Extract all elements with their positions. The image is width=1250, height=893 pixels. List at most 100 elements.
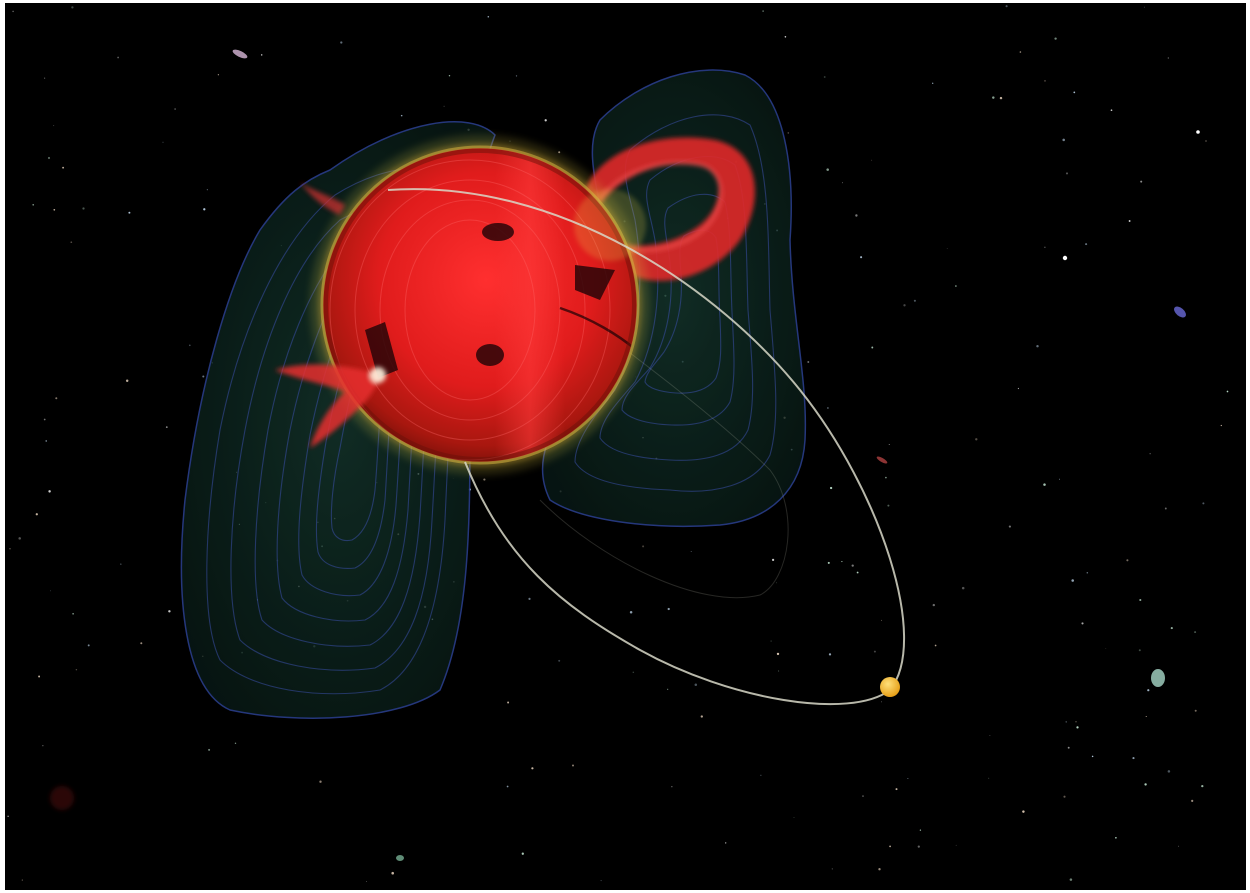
background-star bbox=[72, 613, 74, 615]
background-star bbox=[1065, 172, 1069, 175]
background-star bbox=[1086, 572, 1089, 574]
background-star bbox=[887, 504, 890, 507]
background-star bbox=[1008, 525, 1011, 528]
background-star bbox=[53, 125, 55, 127]
background-star bbox=[1226, 390, 1229, 393]
background-star bbox=[831, 868, 833, 870]
orbit-path bbox=[387, 188, 905, 706]
background-star bbox=[45, 440, 47, 442]
background-star bbox=[1170, 627, 1173, 630]
background-star bbox=[558, 659, 561, 662]
background-star bbox=[776, 652, 780, 656]
background-star bbox=[827, 561, 830, 564]
background-star bbox=[544, 119, 547, 122]
background-star bbox=[632, 671, 635, 674]
background-star bbox=[43, 418, 46, 421]
background-star bbox=[975, 438, 978, 441]
background-star bbox=[1128, 220, 1131, 222]
background-star bbox=[889, 845, 891, 848]
background-star bbox=[234, 742, 237, 744]
background-star bbox=[667, 688, 669, 690]
background-star bbox=[946, 247, 948, 249]
background-star bbox=[55, 397, 58, 400]
background-star bbox=[1147, 689, 1150, 692]
background-star bbox=[934, 644, 937, 647]
background-star bbox=[903, 304, 906, 307]
planet bbox=[880, 677, 900, 697]
background-star bbox=[18, 537, 21, 540]
background-star bbox=[174, 108, 176, 110]
background-star bbox=[189, 344, 191, 347]
background-star bbox=[871, 159, 873, 161]
background-star bbox=[917, 845, 920, 848]
background-star bbox=[827, 407, 829, 409]
background-star bbox=[117, 56, 119, 59]
background-star bbox=[1194, 631, 1197, 634]
background-star bbox=[829, 486, 833, 490]
background-star bbox=[1059, 478, 1060, 480]
background-star bbox=[1132, 757, 1135, 760]
background-star bbox=[1069, 878, 1073, 881]
prominence-loop-right bbox=[585, 137, 755, 281]
background-star bbox=[1044, 246, 1046, 248]
background-star bbox=[75, 668, 78, 671]
background-star bbox=[35, 513, 38, 516]
background-star bbox=[21, 879, 23, 881]
background-star bbox=[1140, 180, 1143, 183]
background-star bbox=[162, 141, 164, 143]
background-star bbox=[989, 734, 991, 736]
background-star bbox=[856, 571, 859, 574]
background-star bbox=[1022, 810, 1025, 813]
background-star bbox=[1138, 649, 1141, 652]
background-star bbox=[873, 650, 876, 653]
background-star bbox=[629, 611, 633, 614]
stellar-flare-left bbox=[275, 364, 386, 448]
background-star bbox=[1054, 37, 1057, 40]
background-star bbox=[1144, 783, 1147, 786]
background-star bbox=[217, 74, 220, 76]
background-star bbox=[1110, 109, 1113, 112]
background-star bbox=[881, 701, 882, 703]
background-star bbox=[391, 871, 394, 875]
background-star bbox=[913, 299, 916, 302]
prominence-top-left bbox=[300, 182, 345, 215]
background-star bbox=[885, 476, 887, 479]
background-star bbox=[165, 426, 168, 428]
background-star bbox=[1143, 6, 1145, 8]
background-star bbox=[507, 701, 510, 704]
background-star bbox=[483, 478, 486, 481]
background-star bbox=[842, 182, 843, 184]
background-star bbox=[784, 36, 787, 38]
background-star bbox=[992, 96, 995, 99]
background-star bbox=[208, 748, 211, 751]
background-star bbox=[694, 683, 698, 687]
background-star bbox=[168, 610, 171, 613]
background-star bbox=[319, 780, 322, 783]
background-star bbox=[932, 82, 934, 84]
background-star bbox=[793, 817, 795, 818]
background-star bbox=[1044, 80, 1046, 82]
background-star bbox=[642, 545, 645, 548]
background-star bbox=[71, 6, 74, 9]
background-star bbox=[1081, 622, 1084, 625]
background-star bbox=[851, 564, 854, 567]
background-star bbox=[44, 77, 46, 79]
background-star bbox=[12, 10, 14, 13]
background-star bbox=[1067, 746, 1070, 749]
background-star bbox=[919, 829, 922, 831]
background-star bbox=[1062, 138, 1065, 142]
background-star bbox=[70, 241, 73, 244]
background-star bbox=[1091, 755, 1094, 758]
background-star bbox=[778, 670, 780, 672]
background-star bbox=[1194, 709, 1197, 712]
background-star bbox=[1071, 579, 1074, 582]
background-star bbox=[1205, 140, 1207, 142]
background-star bbox=[895, 788, 898, 791]
background-star bbox=[600, 880, 602, 882]
background-star bbox=[907, 778, 909, 779]
background-star bbox=[828, 653, 832, 656]
background-star bbox=[1017, 387, 1019, 390]
background-star bbox=[855, 214, 858, 217]
background-star bbox=[762, 10, 764, 12]
